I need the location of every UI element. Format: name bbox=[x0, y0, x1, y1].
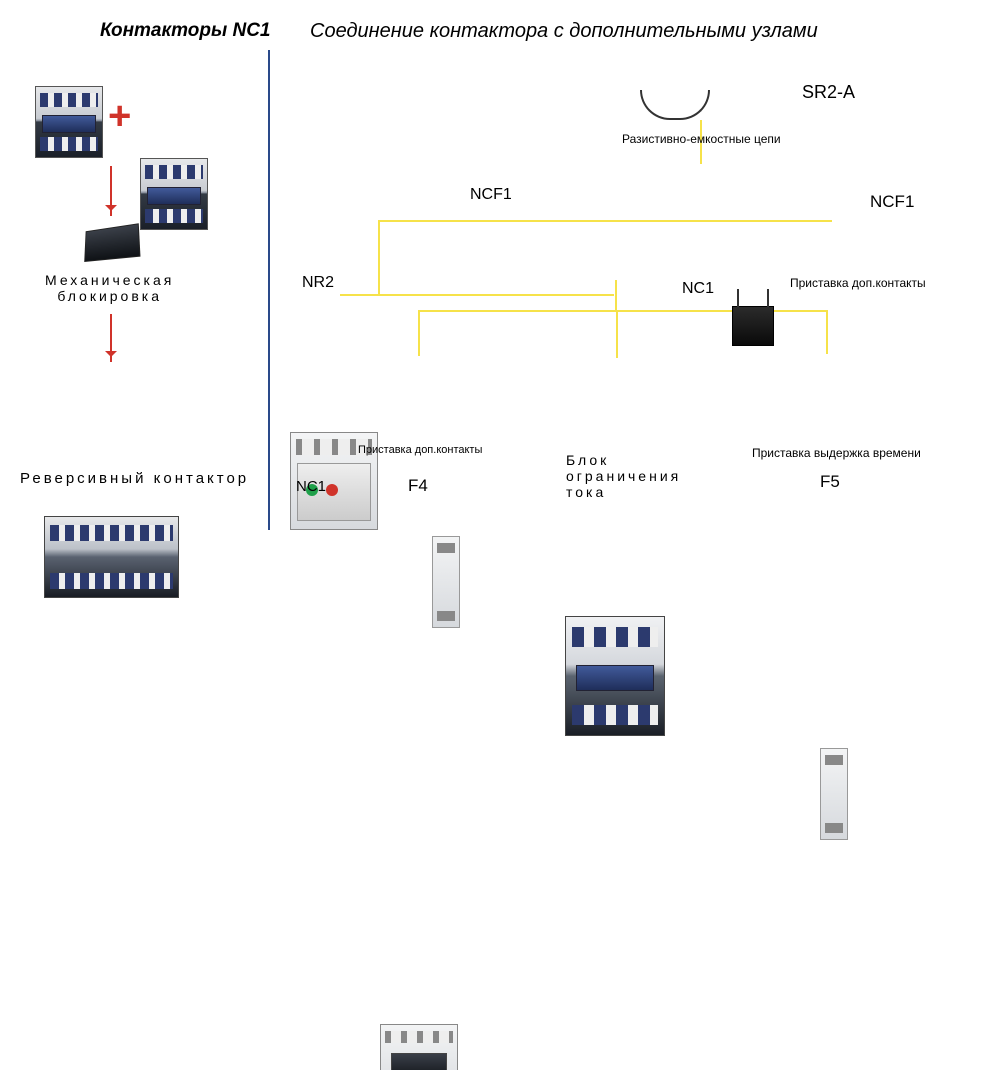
label-nc1-main: NC1 bbox=[682, 280, 714, 298]
sr2a-suppressor bbox=[732, 306, 774, 346]
label-nc1-bottom: NC1 bbox=[296, 478, 326, 495]
rc-wires-icon bbox=[640, 90, 710, 120]
wire-nr2-horizontal bbox=[340, 294, 614, 296]
label-reversing: Реверсивный контактор bbox=[20, 470, 249, 487]
label-nr2: NR2 bbox=[302, 274, 334, 292]
wire-f4 bbox=[418, 310, 420, 356]
arrow-down-1 bbox=[110, 166, 112, 216]
label-rc-circuits: Разистивно-емкостные цепи bbox=[622, 132, 781, 146]
wire-main-horizontal bbox=[378, 220, 832, 222]
contactor-left-a bbox=[35, 86, 103, 158]
ncf1-left bbox=[432, 536, 460, 628]
wire-nr2-down bbox=[378, 220, 380, 294]
label-f5: F5 bbox=[820, 472, 840, 492]
mechanical-interlock bbox=[84, 223, 140, 262]
title-right: Соединение контактора с дополнительными … bbox=[310, 20, 818, 43]
label-sr2a: SR2-A bbox=[802, 82, 855, 103]
arrow-down-2 bbox=[110, 314, 112, 362]
wire-chint bbox=[616, 310, 618, 358]
title-left: Контакторы NC1 bbox=[100, 20, 271, 42]
label-current-limiter: Блок ограничения тока bbox=[566, 452, 681, 500]
label-aux-right: Приставка доп.контакты bbox=[790, 276, 926, 290]
wire-f5 bbox=[826, 310, 828, 354]
contactor-left-b bbox=[140, 158, 208, 230]
reversing-contactor bbox=[44, 516, 179, 598]
label-ncf1-right: NCF1 bbox=[870, 192, 914, 212]
aux-contacts-f4 bbox=[380, 1024, 458, 1070]
plus-icon: + bbox=[108, 94, 131, 139]
label-interlock: Механическая блокировка bbox=[45, 272, 174, 304]
wire-main-down bbox=[615, 280, 617, 310]
label-timer: Приставка выдержка времени bbox=[752, 446, 921, 460]
ncf1-right bbox=[820, 748, 848, 840]
vertical-divider bbox=[268, 50, 270, 530]
label-ncf1-left: NCF1 bbox=[470, 186, 512, 204]
label-aux-f4: Приставка доп.контакты bbox=[358, 444, 482, 456]
label-f4: F4 bbox=[408, 476, 428, 496]
main-contactor-nc1 bbox=[565, 616, 665, 736]
